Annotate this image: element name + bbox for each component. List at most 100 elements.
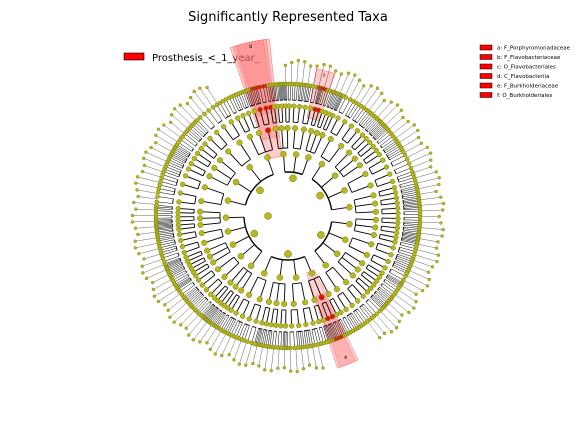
branch-arc — [194, 231, 197, 238]
branch-arc — [236, 294, 240, 297]
branch-line — [206, 307, 218, 321]
taxon-node — [289, 369, 293, 373]
taxon-node — [178, 323, 183, 327]
branch-line — [335, 95, 343, 111]
leaf-line — [419, 209, 443, 212]
branch-line — [316, 88, 322, 104]
taxon-node — [349, 302, 355, 309]
taxon-node — [142, 156, 146, 160]
branch-line — [403, 211, 420, 213]
branch-line — [310, 86, 314, 103]
taxon-node — [408, 165, 414, 171]
taxon-node — [402, 152, 408, 158]
branch-line — [201, 303, 213, 317]
branch-arc — [401, 231, 404, 236]
branch-line — [403, 208, 420, 211]
taxon-node — [437, 214, 441, 219]
taxon-node — [401, 115, 405, 120]
taxon-node — [201, 184, 208, 191]
taxon-node — [214, 266, 222, 273]
branch-line — [212, 107, 223, 121]
branch-line — [193, 296, 206, 309]
branch-line — [348, 245, 368, 256]
branch-arc — [375, 243, 379, 250]
branch-line — [160, 181, 177, 186]
branch-line — [290, 309, 293, 326]
branch-line — [354, 107, 365, 122]
branch-line — [176, 277, 190, 287]
branch-line — [375, 129, 388, 141]
branch-line — [372, 295, 385, 307]
taxon-node — [437, 176, 441, 180]
leaf-line — [151, 147, 171, 158]
branch-line — [403, 221, 420, 223]
taxon-node — [382, 265, 388, 271]
taxon-node — [319, 131, 326, 139]
branch-line — [297, 106, 301, 123]
leaf-line — [143, 253, 162, 260]
taxon-node — [166, 308, 170, 313]
branch-line — [355, 203, 376, 207]
taxon-node — [357, 78, 362, 82]
branch-line — [265, 330, 269, 347]
branch-line — [183, 286, 197, 297]
branch-line — [336, 121, 346, 136]
branch-line — [188, 168, 204, 177]
branch-line — [219, 159, 236, 174]
branch-line — [361, 305, 372, 319]
taxon-node — [404, 157, 410, 162]
leaf-line — [418, 232, 443, 237]
taxon-node — [181, 249, 187, 256]
leaf-line — [375, 314, 392, 332]
branch-line — [342, 318, 351, 333]
taxon-node — [188, 95, 193, 100]
taxon-node — [251, 361, 255, 366]
branch-arc — [338, 111, 343, 115]
taxon-node — [441, 227, 445, 232]
taxon-node — [179, 292, 185, 297]
branch-line — [402, 196, 419, 199]
branch-line — [168, 264, 183, 272]
branch-line — [343, 164, 361, 178]
taxon-node — [325, 291, 332, 298]
figure-title: Significantly Represented Taxa — [188, 10, 388, 25]
taxon-node — [152, 294, 157, 298]
branch-line — [251, 88, 257, 105]
taxon-node — [359, 132, 366, 138]
branch-line — [227, 151, 243, 167]
branch-line — [403, 199, 420, 202]
branch-line — [383, 140, 397, 151]
branch-line — [401, 237, 418, 242]
taxon-node — [426, 270, 431, 274]
branch-line — [403, 205, 420, 208]
branch-line — [200, 148, 215, 159]
taxon-node — [389, 330, 394, 334]
taxon-node — [439, 195, 443, 199]
taxon-node — [250, 229, 259, 238]
branch-line — [214, 312, 224, 326]
taxon-node — [427, 277, 431, 282]
taxon-node — [362, 84, 366, 88]
branch-line — [157, 234, 174, 238]
branch-arc — [217, 278, 223, 284]
branch-arc — [200, 251, 203, 255]
branch-arc — [353, 308, 358, 313]
leaf-line — [379, 310, 397, 328]
taxon-node — [374, 278, 380, 284]
branch-line — [347, 130, 358, 144]
branch-line — [380, 229, 397, 234]
branch-line — [156, 226, 173, 230]
taxon-node — [205, 85, 209, 90]
branch-line — [208, 308, 219, 322]
taxon-node — [430, 265, 435, 269]
taxon-node — [378, 335, 382, 340]
branch-line — [263, 330, 268, 346]
leaf-line — [387, 302, 403, 316]
taxon-node — [394, 230, 400, 236]
taxon-node — [372, 224, 379, 231]
branch-line — [216, 104, 226, 119]
branch-line — [171, 270, 186, 279]
branch-line — [400, 244, 416, 250]
branch-arc — [342, 316, 346, 319]
branch-line — [254, 328, 259, 344]
